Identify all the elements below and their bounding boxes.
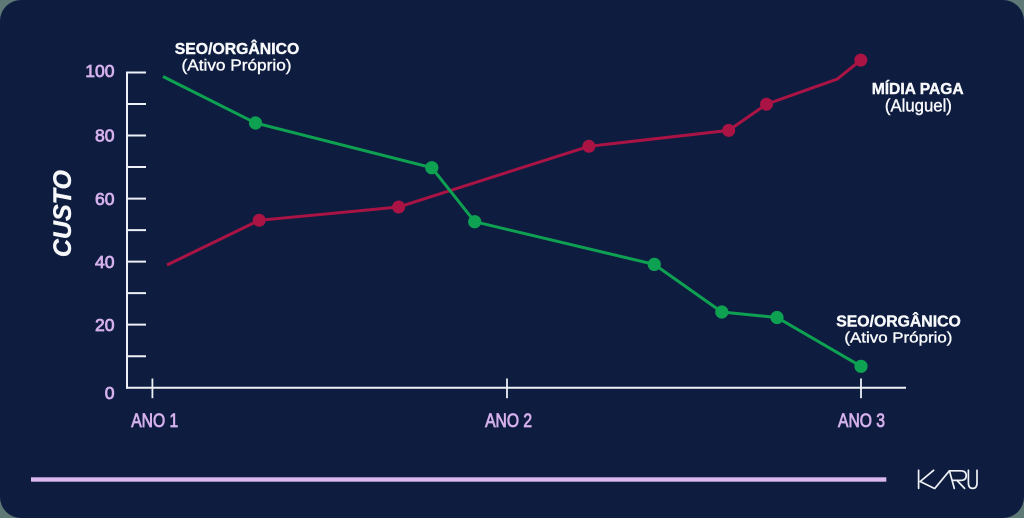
svg-text:SEO/ORGÂNICO: SEO/ORGÂNICO	[836, 313, 961, 331]
svg-text:(Ativo Próprio): (Ativo Próprio)	[844, 329, 952, 346]
svg-text:(Ativo Próprio): (Ativo Próprio)	[182, 58, 292, 75]
svg-text:60: 60	[95, 189, 115, 209]
svg-text:40: 40	[95, 252, 115, 272]
svg-text:MÍDIA PAGA: MÍDIA PAGA	[872, 79, 964, 98]
svg-text:ANO 1: ANO 1	[131, 411, 178, 432]
svg-text:0: 0	[105, 383, 115, 403]
svg-text:(Aluguel): (Aluguel)	[885, 96, 952, 116]
svg-text:20: 20	[95, 315, 115, 335]
svg-text:80: 80	[95, 126, 115, 146]
svg-text:ANO 3: ANO 3	[838, 411, 885, 432]
svg-text:CUSTO: CUSTO	[49, 170, 77, 258]
svg-text:SEO/ORGÂNICO: SEO/ORGÂNICO	[175, 40, 300, 58]
svg-text:100: 100	[85, 61, 114, 81]
svg-text:ANO 2: ANO 2	[485, 411, 532, 432]
